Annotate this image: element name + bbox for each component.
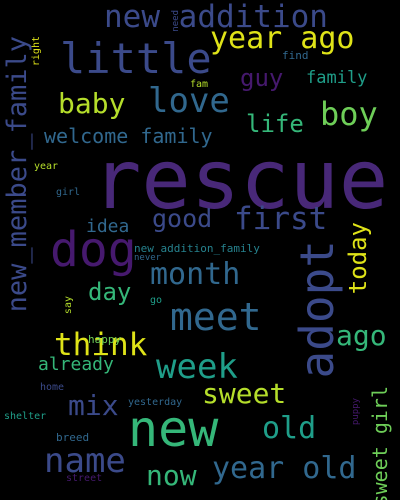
word-name: name (44, 441, 126, 481)
word-family: family (306, 68, 368, 88)
word-happy: happy (88, 333, 122, 346)
word-new-addition: new addition (104, 0, 328, 35)
word-guy: guy (240, 64, 284, 92)
word-love: love (148, 81, 230, 121)
word-welcome-family: welcome family (44, 124, 213, 148)
word-need: need (171, 10, 181, 32)
word-month: month (150, 257, 241, 292)
word-life: life (246, 110, 304, 138)
word-rescue: rescue (92, 133, 389, 228)
word-puppy: puppy (351, 398, 361, 426)
word-yesterday: yesterday (128, 397, 183, 408)
word-street: street (66, 473, 103, 484)
word-home: home (40, 382, 65, 393)
word-think: think (54, 327, 148, 363)
word-shelter: shelter (4, 411, 47, 422)
word-new-addition-family: new addition_family (134, 242, 260, 255)
word-week: week (156, 347, 238, 387)
word-little: little (60, 34, 212, 83)
word-breed: breed (56, 431, 90, 444)
word-day: day (88, 278, 132, 306)
word-find: find (282, 49, 309, 62)
word-year: year (34, 161, 59, 172)
word-right: right (31, 36, 42, 67)
word-first: first (234, 201, 328, 237)
word-year-ago: year ago (210, 21, 355, 56)
word-sweet: sweet (202, 377, 287, 410)
word-boy: boy (320, 95, 378, 133)
word-new-member-family: new_member_family (2, 36, 33, 313)
word-go: go (150, 295, 163, 306)
word-already: already (38, 354, 114, 375)
word-new: new (128, 400, 219, 458)
word-dog: dog (50, 222, 137, 278)
word-baby: baby (58, 87, 126, 120)
word-old: old (262, 411, 317, 446)
word-ago: ago (336, 319, 387, 352)
word-year-old: year old (212, 451, 357, 486)
word-sweet-girl: sweet girl (368, 386, 392, 500)
word-girl: girl (56, 187, 81, 198)
word-good: good (152, 204, 213, 233)
word-mix: mix (68, 389, 119, 422)
word-adopt: adopt (290, 240, 344, 379)
word-fam: fam (190, 79, 209, 90)
word-today: today (344, 222, 372, 295)
word-never: never (134, 253, 162, 263)
word-say: say (63, 296, 74, 315)
word-meet: meet (170, 295, 262, 339)
word-idea: idea (86, 216, 130, 237)
word-now: now (146, 459, 197, 492)
